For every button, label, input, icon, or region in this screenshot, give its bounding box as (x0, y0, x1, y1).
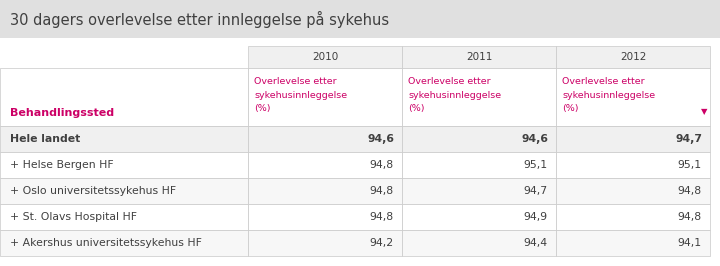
Text: 94,8: 94,8 (370, 160, 394, 170)
Text: Overlevelse etter
sykehusinnleggelse
(%): Overlevelse etter sykehusinnleggelse (%) (408, 77, 501, 113)
Text: Behandlingssted: Behandlingssted (10, 108, 114, 118)
Text: Hele landet: Hele landet (10, 134, 80, 144)
Text: + St. Olavs Hospital HF: + St. Olavs Hospital HF (10, 212, 137, 222)
Bar (556, 126, 710, 152)
Bar (556, 178, 710, 204)
Text: 95,1: 95,1 (524, 160, 548, 170)
Text: 94,8: 94,8 (678, 212, 702, 222)
Bar (0, 152, 248, 178)
Text: 2011: 2011 (466, 52, 492, 62)
Bar (402, 178, 556, 204)
Bar (556, 46, 710, 68)
Text: Overlevelse etter
sykehusinnleggelse
(%): Overlevelse etter sykehusinnleggelse (%) (562, 77, 655, 113)
Bar (248, 230, 402, 256)
Text: + Akershus universitetssykehus HF: + Akershus universitetssykehus HF (10, 238, 202, 248)
Bar (402, 68, 556, 126)
Text: 94,7: 94,7 (524, 186, 548, 196)
Text: 94,4: 94,4 (524, 238, 548, 248)
Bar (556, 152, 710, 178)
Text: ▼: ▼ (701, 107, 707, 116)
Text: 94,2: 94,2 (370, 238, 394, 248)
Text: 94,8: 94,8 (370, 212, 394, 222)
Bar (0, 126, 248, 152)
Bar (0, 230, 248, 256)
Text: 30 dagers overlevelse etter innleggelse på sykehus: 30 dagers overlevelse etter innleggelse … (10, 10, 389, 27)
Text: 2012: 2012 (620, 52, 646, 62)
Bar (248, 68, 402, 126)
Bar (556, 204, 710, 230)
Text: 94,6: 94,6 (521, 134, 548, 144)
Bar (248, 46, 402, 68)
Bar (402, 230, 556, 256)
Bar (402, 46, 556, 68)
Text: 94,9: 94,9 (524, 212, 548, 222)
Text: 94,6: 94,6 (367, 134, 394, 144)
Bar (0, 38, 720, 266)
Bar (0, 0, 720, 38)
Bar (402, 126, 556, 152)
Text: + Oslo universitetssykehus HF: + Oslo universitetssykehus HF (10, 186, 176, 196)
Bar (0, 204, 248, 230)
Text: 94,7: 94,7 (675, 134, 702, 144)
Bar (248, 126, 402, 152)
Text: Overlevelse etter
sykehusinnleggelse
(%): Overlevelse etter sykehusinnleggelse (%) (254, 77, 347, 113)
Text: 95,1: 95,1 (678, 160, 702, 170)
Bar (556, 68, 710, 126)
Text: + Helse Bergen HF: + Helse Bergen HF (10, 160, 114, 170)
Bar (0, 178, 248, 204)
Text: 2010: 2010 (312, 52, 338, 62)
Bar (248, 152, 402, 178)
Bar (402, 204, 556, 230)
Bar (248, 178, 402, 204)
Bar (402, 152, 556, 178)
Bar (0, 68, 248, 126)
Text: 94,1: 94,1 (678, 238, 702, 248)
Bar (248, 204, 402, 230)
Text: 94,8: 94,8 (678, 186, 702, 196)
Text: 94,8: 94,8 (370, 186, 394, 196)
Bar (556, 230, 710, 256)
